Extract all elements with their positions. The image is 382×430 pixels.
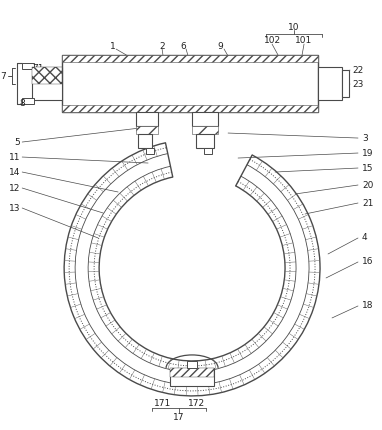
Bar bbox=[204, 148, 212, 154]
Bar bbox=[318, 67, 342, 100]
Bar bbox=[170, 368, 214, 386]
Bar bbox=[146, 148, 154, 154]
Bar bbox=[32, 67, 62, 100]
Text: 10: 10 bbox=[288, 23, 300, 31]
Text: 23: 23 bbox=[352, 80, 363, 89]
Bar bbox=[22, 98, 34, 104]
Bar bbox=[22, 63, 34, 69]
Text: 9: 9 bbox=[217, 42, 223, 51]
Text: 8: 8 bbox=[19, 98, 25, 108]
Text: 13: 13 bbox=[9, 203, 20, 212]
Text: 15: 15 bbox=[362, 163, 374, 172]
Bar bbox=[138, 134, 152, 148]
Bar bbox=[62, 105, 318, 112]
Bar bbox=[196, 134, 214, 148]
Text: 17: 17 bbox=[173, 413, 185, 422]
Text: 21: 21 bbox=[362, 199, 373, 208]
Bar bbox=[192, 126, 218, 134]
Text: 12: 12 bbox=[9, 184, 20, 193]
Text: 3: 3 bbox=[362, 134, 368, 142]
Bar bbox=[192, 112, 218, 126]
Bar bbox=[136, 126, 158, 134]
Bar bbox=[187, 361, 197, 368]
Text: 18: 18 bbox=[362, 301, 374, 310]
Bar bbox=[136, 112, 158, 126]
Bar bbox=[342, 70, 349, 97]
Text: 20: 20 bbox=[362, 181, 373, 190]
Text: 171: 171 bbox=[154, 399, 171, 408]
Text: 14: 14 bbox=[9, 168, 20, 177]
Text: 172: 172 bbox=[188, 399, 205, 408]
Text: 4: 4 bbox=[362, 233, 367, 243]
Bar bbox=[32, 67, 62, 83]
Text: 72: 72 bbox=[32, 76, 44, 85]
Text: 5: 5 bbox=[15, 138, 20, 147]
Text: 22: 22 bbox=[352, 65, 363, 74]
Bar bbox=[170, 368, 214, 377]
Text: 11: 11 bbox=[9, 153, 20, 162]
Text: 7: 7 bbox=[0, 71, 6, 80]
Text: 101: 101 bbox=[295, 36, 312, 45]
Text: 6: 6 bbox=[180, 42, 186, 51]
Text: 16: 16 bbox=[362, 258, 374, 267]
Text: 1: 1 bbox=[110, 42, 116, 51]
Text: 19: 19 bbox=[362, 148, 374, 157]
Text: 71: 71 bbox=[32, 64, 44, 73]
Bar bbox=[62, 55, 318, 112]
Text: 102: 102 bbox=[264, 36, 281, 45]
Text: 2: 2 bbox=[159, 42, 165, 51]
Bar bbox=[62, 55, 318, 62]
